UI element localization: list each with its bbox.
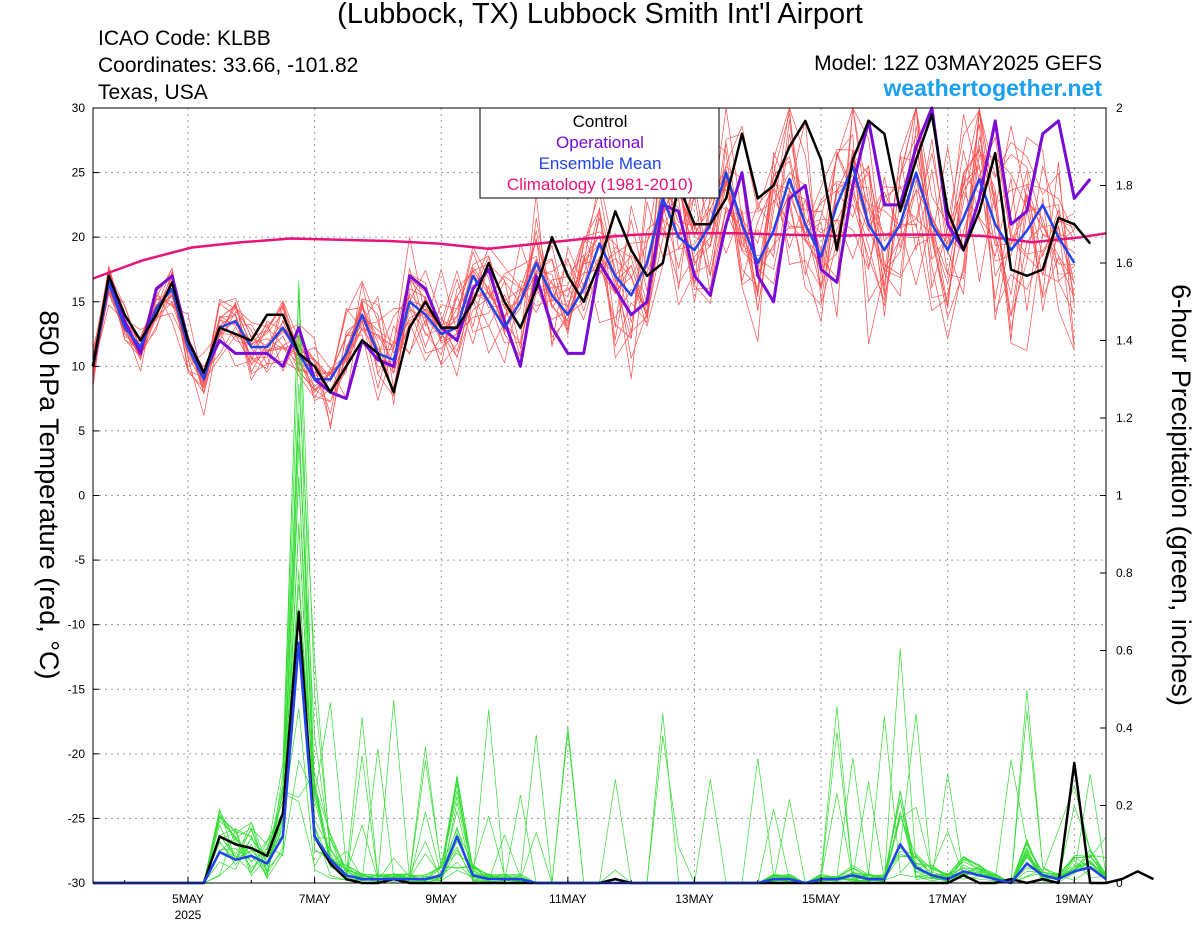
grid-lines: [93, 108, 1106, 883]
region: Texas, USA: [98, 81, 208, 104]
x-tick-label: 15MAY: [802, 892, 840, 906]
precip-member-line: [93, 442, 1107, 884]
precip-member-line: [93, 333, 1107, 884]
x-tick-label: 7MAY: [299, 892, 331, 906]
y-tick-label: -5: [74, 553, 85, 567]
legend-climatology: Climatology (1981-2010): [507, 175, 693, 194]
legend-operational: Operational: [556, 133, 644, 152]
temp-member-line: [92, 107, 1075, 399]
coordinates: Coordinates: 33.66, -101.82: [98, 54, 359, 77]
y2-tick-label: 0.8: [1116, 566, 1133, 580]
y2-tick-label: 0.2: [1116, 799, 1133, 813]
y-tick-label: 25: [72, 166, 86, 180]
x-tick-label: 5MAY: [172, 892, 204, 906]
precip-member-line: [93, 476, 1107, 884]
y-tick-label: 0: [78, 489, 85, 503]
temp-member-line: [92, 107, 1075, 389]
y2-tick-label: 1.8: [1116, 179, 1133, 193]
legend-ensemble-mean: Ensemble Mean: [539, 154, 662, 173]
temp-member-line: [92, 107, 1075, 401]
y-tick-label: 10: [72, 359, 86, 373]
temp-member-line: [92, 107, 1075, 391]
temp-member-line: [92, 128, 1075, 394]
precip-member-line: [93, 523, 1107, 884]
precip-member-line: [93, 569, 1107, 884]
y2-tick-label: 0.6: [1116, 644, 1133, 658]
y-tick-label: 30: [72, 101, 86, 115]
y2-tick-label: 1.4: [1116, 334, 1133, 348]
temp-mean-line: [91, 164, 1076, 381]
precip-member-line: [93, 476, 1107, 884]
y-tick-label: -25: [68, 811, 86, 825]
y-tick-label: -10: [68, 618, 86, 632]
y2-tick-label: 1.2: [1116, 411, 1133, 425]
temp-control-line: [91, 113, 1092, 394]
site-brand[interactable]: weathertogether.net: [883, 75, 1102, 101]
chart-title: (Lubbock, TX) Lubbock Smith Int'l Airpor…: [337, 0, 863, 30]
legend-control: Control: [573, 112, 628, 131]
x-tick-label: 9MAY: [425, 892, 457, 906]
y-tick-label: 20: [72, 230, 86, 244]
temp-member-line: [92, 113, 1075, 389]
axis-ticks: 302520151050-5-10-15-20-25-3021.81.61.41…: [68, 101, 1133, 922]
temp-operational-line: [91, 106, 1092, 401]
y-tick-label: 5: [78, 424, 85, 438]
x-tick-label: 17MAY: [928, 892, 966, 906]
y-tick-label: -15: [68, 682, 86, 696]
y2-tick-label: 1.6: [1116, 256, 1133, 270]
precip-member-line: [93, 523, 1107, 884]
y-axis-label: 850 hPa Temperature (red, °C): [34, 311, 64, 680]
precip-member-line: [93, 620, 1107, 884]
y2-tick-label: 0: [1116, 876, 1123, 890]
y2-tick-label: 0.4: [1116, 721, 1133, 735]
model-run: Model: 12Z 03MAY2025 GEFS: [814, 52, 1102, 75]
precip-control-line: [93, 610, 1155, 885]
x-tick-label: 11MAY: [549, 892, 587, 906]
y2-axis-label: 6-hour Precipitation (green, inches): [1166, 284, 1196, 706]
legend: Control Operational Ensemble Mean Climat…: [479, 107, 720, 199]
temp-member-line: [92, 113, 1075, 376]
x-tick-label: 19MAY: [1055, 892, 1093, 906]
y2-tick-label: 2: [1116, 101, 1123, 115]
precip-member-line: [93, 384, 1107, 884]
y-tick-label: -20: [68, 747, 86, 761]
precip-member-line: [93, 617, 1107, 884]
y-tick-label: -30: [68, 876, 86, 890]
precip-member-line: [93, 280, 1107, 884]
precip-member-line: [93, 583, 1107, 884]
temp-member-line: [92, 107, 1075, 377]
temp-member-line: [92, 119, 1075, 403]
main-series: [91, 106, 1155, 885]
icao-code: ICAO Code: KLBB: [98, 27, 271, 50]
x-tick-label: 13MAY: [675, 892, 713, 906]
x-tick-year: 2025: [175, 908, 202, 922]
legend-box: [479, 107, 720, 199]
y2-tick-label: 1: [1116, 489, 1123, 503]
precip-member-line: [93, 292, 1107, 884]
y-tick-label: 15: [72, 295, 86, 309]
